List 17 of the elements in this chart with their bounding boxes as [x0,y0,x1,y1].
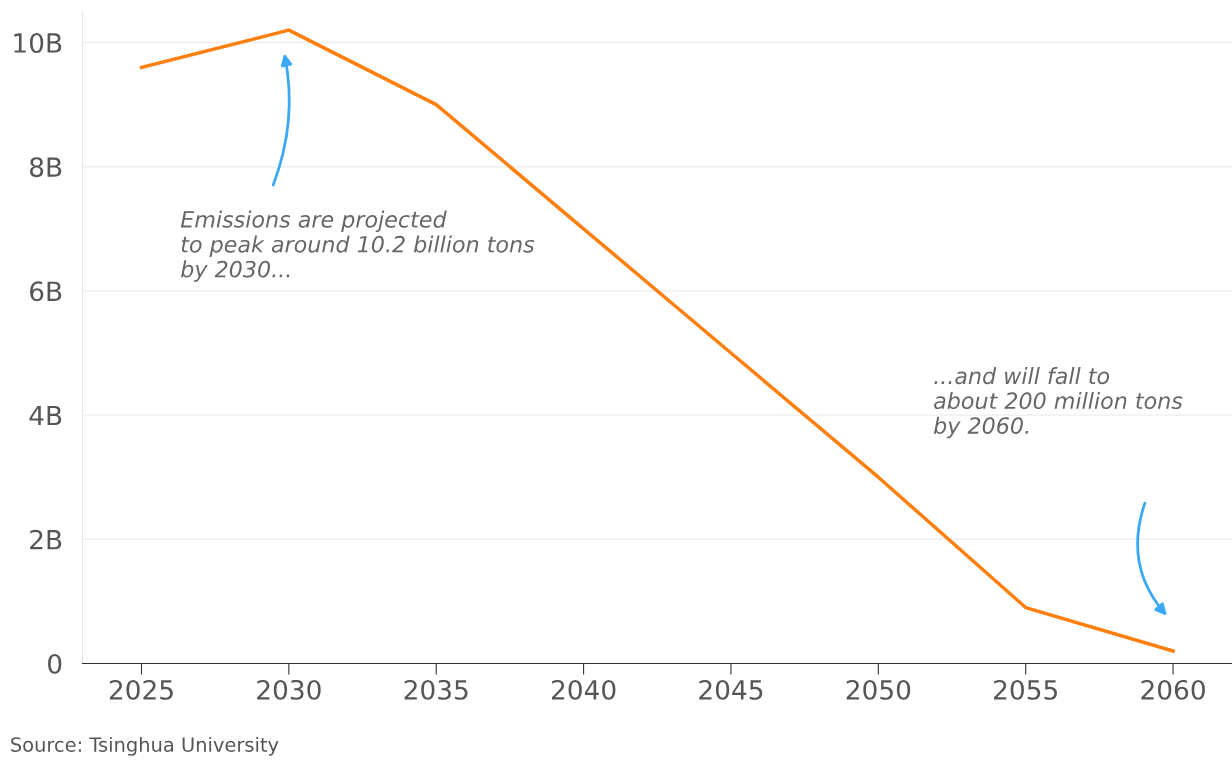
x-tick-label: 2055 [994,679,1057,700]
source-note: Source: Tsinghua University [11,736,279,756]
x-tick-label: 2040 [551,679,616,700]
x-tick-label: 2050 [846,679,911,700]
x-tick-label: 2035 [404,679,468,700]
y-tick-label: 10B [14,32,62,53]
annotation: ...and will fall to about 200 million tons by 2060. [933,367,1183,439]
x-tick-label: 2025 [109,679,173,700]
x-tick-label: 2030 [257,679,321,700]
y-tick-label: 4B [29,405,62,426]
y-tick-label: 2B [30,529,62,550]
y-tick-label: 8B [29,157,62,178]
x-tick-label: 2060 [1141,679,1205,700]
y-tick-label: 0 [48,653,62,674]
x-tick-label: 2045 [699,679,763,700]
y-tick-label: 6B [30,281,62,302]
annotation: Emissions are projected to peak around 10.2 billion tons by 2030... [180,210,535,282]
